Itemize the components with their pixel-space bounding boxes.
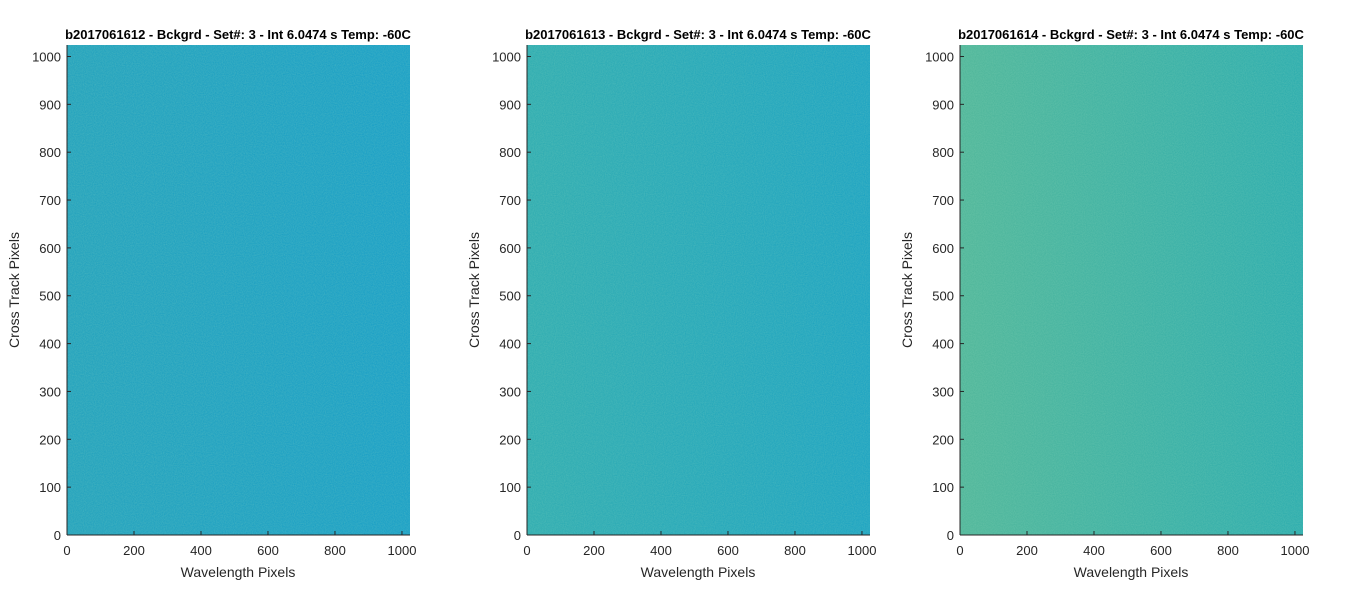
y-axis-label: Cross Track Pixels (6, 232, 22, 348)
y-tick-label: 600 (39, 241, 61, 256)
y-tick-label: 1000 (925, 49, 954, 64)
x-axis-label: Wavelength Pixels (641, 564, 756, 580)
x-tick-label: 400 (190, 543, 212, 558)
x-tick-label: 1000 (848, 543, 877, 558)
heatmap-noise (67, 45, 410, 535)
x-tick-label: 200 (123, 543, 145, 558)
y-tick-label: 700 (39, 193, 61, 208)
y-tick-label: 100 (932, 480, 954, 495)
y-tick-label: 200 (499, 432, 521, 447)
x-tick-label: 0 (63, 543, 70, 558)
y-tick-label: 800 (39, 145, 61, 160)
heatmap-noise (960, 45, 1303, 535)
y-axis-label: Cross Track Pixels (466, 232, 482, 348)
y-tick-label: 500 (39, 289, 61, 304)
x-tick-label: 800 (1217, 543, 1239, 558)
y-tick-label: 500 (932, 289, 954, 304)
x-tick-label: 200 (583, 543, 605, 558)
y-tick-label: 400 (39, 337, 61, 352)
x-tick-label: 200 (1016, 543, 1038, 558)
chart-title: b2017061614 - Bckgrd - Set#: 3 - Int 6.0… (958, 27, 1304, 42)
y-tick-label: 0 (947, 528, 954, 543)
heatmap-panel-2: b2017061613 - Bckgrd - Set#: 3 - Int 6.0… (466, 27, 876, 580)
y-tick-label: 300 (499, 384, 521, 399)
y-tick-label: 200 (932, 432, 954, 447)
y-tick-label: 400 (499, 337, 521, 352)
y-tick-label: 700 (932, 193, 954, 208)
y-tick-label: 900 (499, 97, 521, 112)
y-tick-label: 600 (499, 241, 521, 256)
x-axis-label: Wavelength Pixels (1074, 564, 1189, 580)
y-tick-label: 900 (39, 97, 61, 112)
y-tick-label: 0 (514, 528, 521, 543)
y-tick-label: 900 (932, 97, 954, 112)
y-tick-label: 300 (39, 384, 61, 399)
y-tick-label: 700 (499, 193, 521, 208)
heatmap-panel-1: b2017061612 - Bckgrd - Set#: 3 - Int 6.0… (6, 27, 416, 580)
x-tick-label: 0 (956, 543, 963, 558)
x-tick-label: 800 (324, 543, 346, 558)
y-tick-label: 200 (39, 432, 61, 447)
y-tick-label: 400 (932, 337, 954, 352)
y-tick-label: 600 (932, 241, 954, 256)
y-tick-label: 100 (39, 480, 61, 495)
x-tick-label: 800 (784, 543, 806, 558)
y-tick-label: 300 (932, 384, 954, 399)
x-axis-label: Wavelength Pixels (181, 564, 296, 580)
x-tick-label: 0 (523, 543, 530, 558)
y-tick-label: 0 (54, 528, 61, 543)
y-tick-label: 500 (499, 289, 521, 304)
heatmap-noise (527, 45, 870, 535)
x-tick-label: 1000 (388, 543, 417, 558)
heatmap-panel-3: b2017061614 - Bckgrd - Set#: 3 - Int 6.0… (899, 27, 1309, 580)
y-axis-label: Cross Track Pixels (899, 232, 915, 348)
x-tick-label: 600 (1150, 543, 1172, 558)
chart-title: b2017061612 - Bckgrd - Set#: 3 - Int 6.0… (65, 27, 411, 42)
y-tick-label: 800 (499, 145, 521, 160)
y-tick-label: 1000 (32, 49, 61, 64)
x-tick-label: 600 (717, 543, 739, 558)
chart-title: b2017061613 - Bckgrd - Set#: 3 - Int 6.0… (525, 27, 871, 42)
y-tick-label: 100 (499, 480, 521, 495)
x-tick-label: 400 (650, 543, 672, 558)
y-tick-label: 1000 (492, 49, 521, 64)
x-tick-label: 1000 (1281, 543, 1310, 558)
x-tick-label: 400 (1083, 543, 1105, 558)
x-tick-label: 600 (257, 543, 279, 558)
y-tick-label: 800 (932, 145, 954, 160)
